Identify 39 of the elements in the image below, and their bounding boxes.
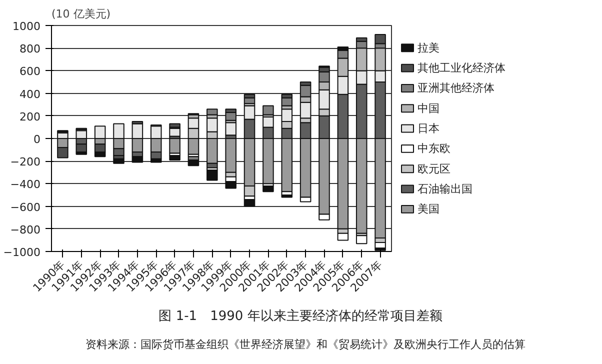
text: 资料来源：国际货币基金组织《世界经济展望》和《贸易统计》及欧洲央行工作人员的估算 <box>86 338 526 351</box>
bar <box>356 235 368 244</box>
bar <box>169 154 180 160</box>
bar <box>262 185 274 192</box>
y-tick-label: −600 <box>10 200 41 214</box>
y-tick-label: −400 <box>10 178 41 192</box>
y-tick-label: 600 <box>20 65 41 78</box>
bar <box>206 108 218 116</box>
y-tick-label: 400 <box>20 88 41 101</box>
bar <box>225 112 236 121</box>
legend-label: 日本 <box>418 122 440 136</box>
bar <box>225 180 236 189</box>
y-tick-label: 0 <box>34 133 40 146</box>
legend-label: 石油输出国 <box>418 182 472 196</box>
y-tick-label: −1000 <box>3 246 41 259</box>
bar <box>244 199 256 207</box>
bar <box>281 194 293 198</box>
bar <box>225 138 236 173</box>
bar <box>188 159 200 166</box>
bar <box>262 105 274 116</box>
bar <box>113 158 124 164</box>
legend-label: 其他工业化经济体 <box>418 62 506 75</box>
legend-label: 美国 <box>418 202 440 216</box>
text: 图 1-1 1990 年以来主要经济体的经常项目差额 <box>158 308 442 324</box>
y-tick-label: −800 <box>10 223 41 236</box>
legend-label: 欧元区 <box>418 162 450 176</box>
bar <box>225 122 236 136</box>
y-axis-title: (10 亿美元) <box>52 8 111 20</box>
legend-label: 中东欧 <box>418 142 450 156</box>
legend-label: 中国 <box>418 102 440 115</box>
y-tick-label: −200 <box>10 156 41 169</box>
bar <box>374 34 386 44</box>
bar <box>206 170 218 181</box>
y-tick-label: 800 <box>20 42 41 56</box>
y-tick-label: 200 <box>20 110 41 124</box>
legend-label: 拉美 <box>418 41 440 54</box>
bar <box>337 232 349 241</box>
legend-label: 亚洲其他经济体 <box>418 82 494 95</box>
y-tick-label: 1000 <box>12 20 41 33</box>
